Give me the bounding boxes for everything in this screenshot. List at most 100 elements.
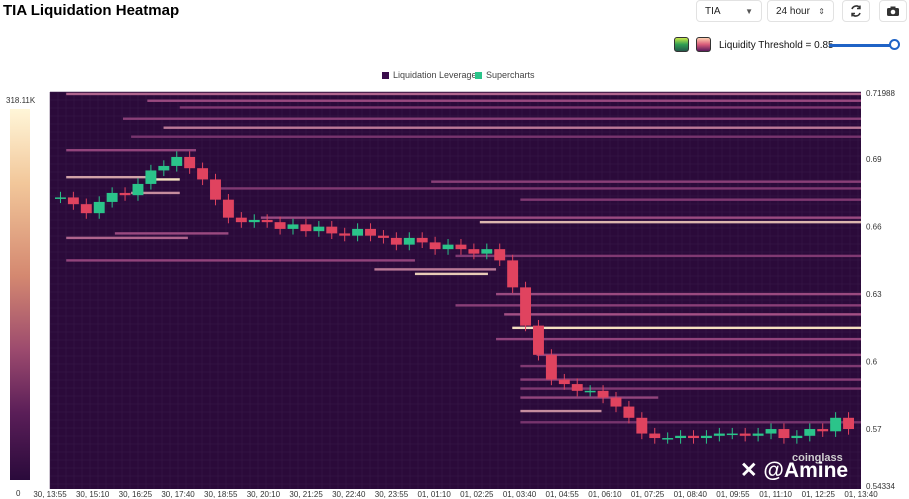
candle-body [429, 242, 441, 250]
liquidation-level-bar [520, 387, 861, 390]
y-axis-top-label: 0.71988 [866, 89, 895, 98]
liquidation-level-bar [260, 216, 861, 219]
threshold-slider-track[interactable] [829, 44, 897, 47]
liquidation-level-bar [147, 99, 861, 102]
liquidation-level-bar [520, 364, 861, 368]
x-tick-label: 30, 23:55 [375, 490, 409, 499]
candle-body [804, 429, 816, 436]
candle-body [843, 417, 854, 430]
candle-body [352, 228, 364, 236]
candle-body [533, 325, 544, 355]
y-tick-label: 0.69 [866, 155, 882, 164]
x-tick-label: 01, 02:25 [460, 490, 494, 499]
candle-body [274, 222, 286, 229]
candle-body [261, 219, 273, 223]
heatmap-background [50, 92, 861, 489]
candle-body [545, 354, 557, 380]
author-watermark: ✕ @Amine [740, 459, 849, 482]
color-scheme-magma-button[interactable] [696, 37, 711, 52]
x-tick-label: 30, 17:40 [161, 490, 195, 499]
y-tick-label: 0.63 [866, 290, 882, 299]
x-tick-label: 30, 21:25 [289, 490, 323, 499]
liquidation-level-bar [520, 396, 659, 399]
candle-body [636, 417, 648, 434]
candle-body [778, 429, 790, 439]
liquidation-level-bar [374, 268, 497, 271]
candle-body [222, 199, 234, 218]
x-tick-label: 01, 13:40 [844, 490, 878, 499]
y-axis: 0.57 0.6 0.63 0.66 0.69 0.71988 0.54334 [866, 89, 895, 491]
candle-body [481, 249, 493, 254]
period-select[interactable]: 24 hour ⇕ [767, 0, 834, 22]
liquidation-level-bar [479, 220, 861, 224]
colorbar-min-label: 0 [16, 489, 21, 498]
candle-body [158, 165, 170, 171]
color-scheme-green-button[interactable] [674, 37, 689, 52]
liquidation-level-bar [455, 304, 861, 307]
liquidation-level-bar [147, 178, 180, 181]
candle-body [403, 237, 415, 245]
liquidation-level-bar [131, 135, 862, 138]
legend-swatch [475, 71, 482, 79]
candle-body [145, 170, 157, 184]
page-title: TIA Liquidation Heatmap [3, 2, 180, 19]
liquidation-level-bar [455, 254, 861, 258]
x-tick-label: 30, 16:25 [119, 490, 153, 499]
y-tick-label: 0.57 [866, 425, 882, 434]
x-axis: 30, 13:55 30, 15:10 30, 16:25 30, 17:40 30, … [33, 490, 878, 499]
legend-swatch [382, 71, 389, 79]
candle-body [494, 249, 506, 261]
liquidation-level-bar [504, 313, 861, 316]
x-tick-label: 30, 13:55 [33, 490, 67, 499]
liquidation-level-bar [512, 326, 861, 330]
screenshot-button[interactable] [879, 0, 907, 22]
candle-body [830, 417, 842, 432]
candle-body [558, 379, 570, 385]
candle-body [377, 235, 389, 238]
x-tick-label: 30, 15:10 [76, 490, 110, 499]
liquidation-level-bar [520, 409, 602, 413]
symbol-select[interactable]: TIA ▼ [696, 0, 762, 22]
threshold-slider-handle[interactable] [889, 39, 900, 50]
liquidation-level-bar [431, 180, 861, 183]
legend-item-supercharts[interactable]: Supercharts [475, 70, 535, 80]
chevron-down-icon: ▼ [745, 6, 753, 16]
liquidation-level-bar [114, 232, 229, 235]
x-tick-label: 01, 04:55 [546, 490, 580, 499]
liquidation-levels [66, 92, 862, 424]
candle-body [571, 384, 583, 391]
camera-icon [887, 6, 899, 16]
candle-body [67, 197, 79, 205]
candle-body [119, 192, 131, 196]
candle-body [700, 435, 712, 439]
refresh-button[interactable] [842, 0, 870, 22]
refresh-icon [851, 5, 861, 17]
candle-body [468, 249, 480, 254]
price-candles [55, 151, 854, 444]
liquidation-level-bar [66, 92, 862, 96]
candle-body [80, 204, 92, 214]
candle-body [416, 237, 428, 243]
liquidation-level-bar [520, 198, 861, 201]
candle-body [688, 435, 699, 439]
candle-body [132, 183, 144, 196]
candle-body [726, 433, 738, 436]
candle-body [649, 433, 661, 439]
liquidation-level-bar [179, 106, 861, 109]
candle-body [507, 260, 519, 288]
symbol-select-value: TIA [705, 5, 721, 17]
candle-body [197, 168, 209, 180]
candle-body [93, 201, 105, 214]
legend-item-liquidation-leverage[interactable]: Liquidation Leverage [382, 70, 477, 80]
x-tick-label: 01, 01:10 [417, 490, 451, 499]
candle-body [713, 433, 725, 436]
y-axis-bottom-label: 0.54334 [866, 482, 895, 491]
candle-body [442, 244, 454, 250]
liquidation-level-bar [212, 187, 861, 190]
legend-label: Liquidation Leverage [393, 70, 477, 80]
candle-body [248, 219, 260, 223]
candle-body [184, 156, 196, 169]
candle-body [326, 226, 338, 234]
period-select-value: 24 hour [776, 5, 810, 17]
